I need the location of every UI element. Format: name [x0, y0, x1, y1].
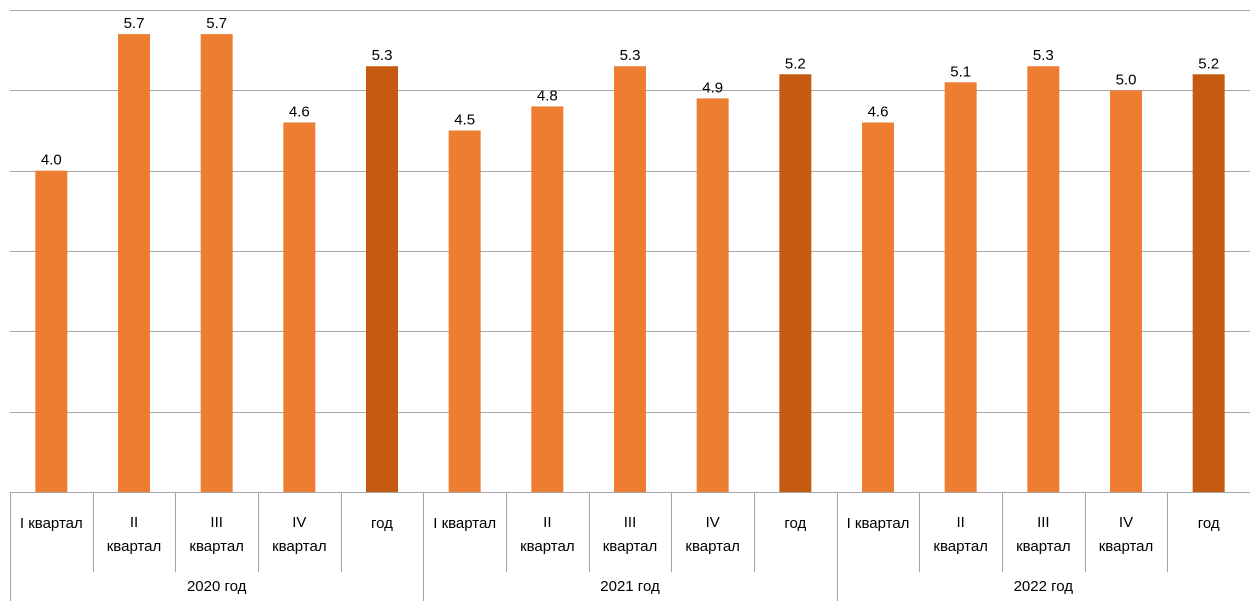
bar-year	[366, 66, 398, 492]
bar-quarter	[200, 34, 233, 492]
category-axis: I квартал II квартал III квартал IV квартал год…	[10, 492, 1250, 601]
category-label: IV квартал	[685, 514, 740, 555]
bar-quarter	[531, 106, 564, 493]
data-label: 4.0	[41, 152, 62, 169]
bar-quarter	[696, 98, 729, 492]
data-label: 4.6	[868, 103, 889, 120]
data-labels: 4.0 5.7 5.7 4.6 5.3 4.5 4.8 5.3 4.9 5.2 4.6 5.1 5.3 5…	[41, 15, 1219, 169]
group-label: 2020 год	[187, 578, 247, 595]
category-label: III квартал	[189, 514, 244, 555]
data-label: 5.2	[1198, 55, 1219, 72]
category-label: I квартал	[433, 515, 496, 532]
category-label: год	[1198, 515, 1220, 532]
bars	[35, 34, 1225, 493]
bar-quarter	[283, 122, 316, 492]
category-label: I квартал	[20, 515, 83, 532]
bar-quarter	[1027, 66, 1060, 492]
data-label: 4.6	[289, 103, 310, 120]
data-label: 5.0	[1116, 71, 1137, 88]
bar-quarter	[35, 170, 68, 492]
bar-quarter	[614, 66, 646, 492]
category-label: III квартал	[1016, 514, 1071, 555]
data-label: 5.2	[785, 55, 806, 72]
data-label: 5.3	[372, 47, 393, 64]
data-label: 4.9	[702, 79, 723, 96]
data-label: 4.5	[454, 112, 475, 129]
data-label: 5.3	[620, 47, 641, 64]
bar-quarter	[1110, 90, 1142, 492]
bar-quarter	[944, 82, 977, 493]
bar-year	[779, 74, 812, 493]
bar-quarter	[118, 34, 150, 492]
data-label: 5.3	[1033, 47, 1054, 64]
data-label: 5.7	[124, 15, 145, 32]
group-label: 2022 год	[1014, 578, 1074, 595]
data-label: 4.8	[537, 87, 558, 104]
group-label: 2021 год	[600, 578, 660, 595]
category-label: IV квартал	[1099, 514, 1154, 555]
bar-year	[1192, 74, 1225, 493]
category-label: год	[371, 515, 393, 532]
bar-quarter	[862, 122, 894, 492]
category-label: II квартал	[520, 514, 575, 555]
category-label: IV квартал	[272, 514, 327, 555]
category-label: III квартал	[603, 514, 658, 555]
category-label: год	[784, 515, 806, 532]
data-label: 5.1	[950, 63, 971, 80]
category-label: I квартал	[847, 515, 910, 532]
category-label: II квартал	[107, 514, 162, 555]
data-label: 5.7	[206, 15, 227, 32]
bar-quarter	[448, 130, 481, 492]
category-label: II квартал	[933, 514, 988, 555]
